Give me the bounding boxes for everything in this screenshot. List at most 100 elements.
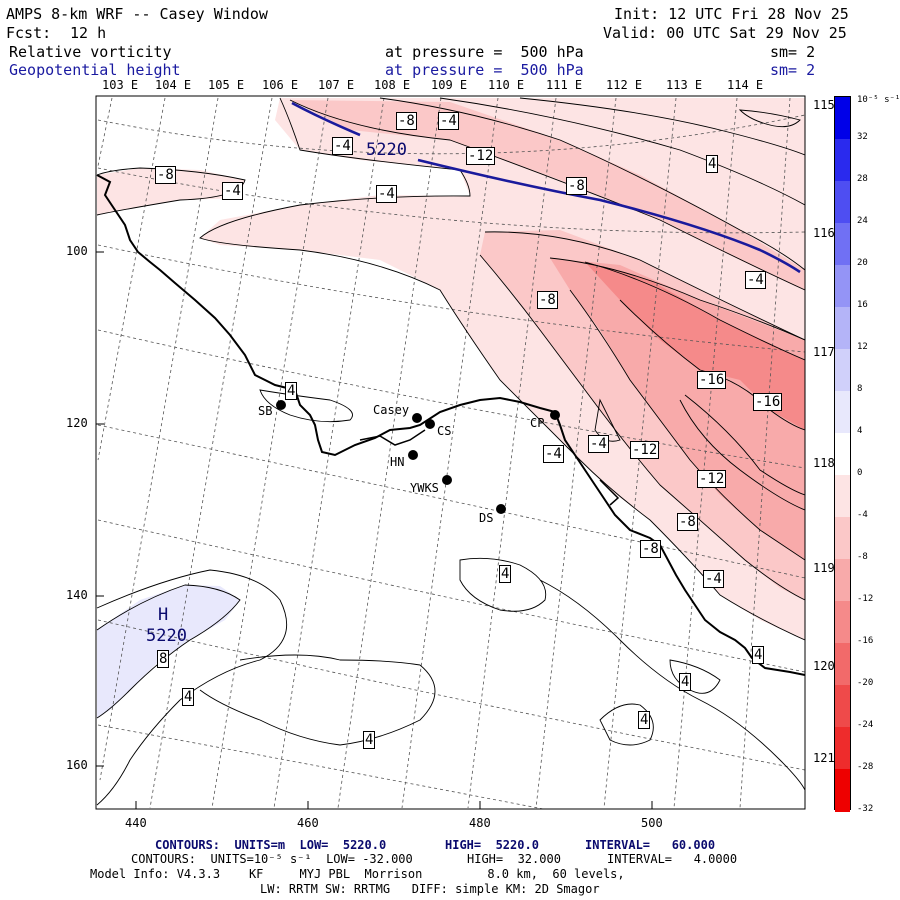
contour-label: -12 — [630, 441, 660, 459]
lon-label-top: 107 E — [318, 78, 355, 92]
colorbar-segment — [835, 517, 850, 560]
contour-label: -4 — [745, 271, 766, 289]
footer-height-interval: INTERVAL= 60.000 — [585, 838, 716, 852]
lon-label-top: 103 E — [102, 78, 139, 92]
station-label: CP — [530, 416, 545, 430]
colorbar-label: -32 — [857, 804, 874, 814]
colorbar — [834, 96, 851, 812]
vorticity-contours — [96, 97, 805, 806]
contour-label: -16 — [753, 393, 783, 411]
lon-label-top: 106 E — [262, 78, 299, 92]
station-label: SB — [258, 404, 273, 418]
contour-label: 4 — [752, 646, 765, 664]
colorbar-segment — [835, 307, 850, 350]
colorbar-segment — [835, 97, 850, 140]
colorbar-label: -16 — [857, 636, 874, 646]
contour-label: 4 — [363, 731, 376, 749]
colorbar-label: -20 — [857, 678, 874, 688]
lon-label-top: 104 E — [155, 78, 192, 92]
field2-level: at pressure = 500 hPa — [385, 61, 584, 79]
axis-ticks — [96, 251, 653, 809]
colorbar-label: -24 — [857, 720, 874, 730]
vorticity-shade-neg8 — [290, 100, 805, 290]
footer-height-high: HIGH= 5220.0 — [445, 838, 539, 852]
colorbar-segment — [835, 139, 850, 182]
init-time: Init: 12 UTC Fri 28 Nov 25 — [614, 5, 849, 23]
field2-smoothing: sm= 2 — [770, 61, 816, 79]
contour-label: -4 — [376, 185, 397, 203]
contour-label: 4 — [638, 711, 651, 729]
vorticity-shade-neg4 — [97, 168, 245, 215]
coastline — [359, 429, 426, 446]
forecast-label: Fcst: — [6, 24, 52, 42]
contour-label: 4 — [679, 673, 692, 691]
colorbar-segment — [835, 601, 850, 644]
high-marker: H — [158, 605, 169, 625]
colorbar-label: 4 — [857, 426, 863, 436]
vorticity-shade-neg4 — [200, 98, 805, 640]
contour-label: -8 — [155, 166, 176, 184]
colorbar-label: 8 — [857, 384, 863, 394]
colorbar-label: -8 — [857, 552, 868, 562]
colorbar-segment — [835, 265, 850, 308]
contour-label: -4 — [222, 182, 243, 200]
footer-vorticity-interval: INTERVAL= 4.0000 — [607, 852, 738, 866]
colorbar-label: -4 — [857, 510, 868, 520]
coastline — [96, 174, 805, 676]
colorbar-segment — [835, 475, 850, 518]
colorbar-segment — [835, 433, 850, 476]
lon-label-top: 111 E — [546, 78, 583, 92]
coastline — [599, 479, 620, 506]
contour-label: -12 — [697, 470, 727, 488]
station-markers — [276, 400, 560, 514]
contour-label: 4 — [499, 565, 512, 583]
contour-label: 4 — [182, 688, 195, 706]
vorticity-shade-neg16 — [585, 262, 805, 430]
footer-model-info: Model Info: V4.3.3 KF MYJ PBL Morrison 8… — [90, 867, 625, 881]
contour-label: -8 — [566, 177, 587, 195]
colorbar-segment — [835, 559, 850, 602]
colorbar-label: 12 — [857, 342, 868, 352]
colorbar-segment — [835, 181, 850, 224]
x-tick-label: 460 — [297, 816, 319, 830]
contour-label: -12 — [466, 147, 496, 165]
x-tick-label: 480 — [469, 816, 491, 830]
station-label: HN — [390, 455, 405, 469]
colorbar-segment — [835, 223, 850, 266]
contour-label: -4 — [543, 445, 564, 463]
contour-label: -8 — [640, 540, 661, 558]
y-tick-label: 100 — [66, 244, 88, 258]
y-tick-label: 160 — [66, 758, 88, 772]
contour-label: -8 — [396, 112, 417, 130]
height-label: 5220 — [366, 140, 407, 160]
contour-label: -4 — [703, 570, 724, 588]
field1-smoothing: sm= 2 — [770, 43, 816, 61]
lon-label-top: 105 E — [208, 78, 245, 92]
station-label: Casey — [373, 403, 410, 417]
contour-label: -4 — [588, 435, 609, 453]
footer-vorticity-high: HIGH= 32.000 — [467, 852, 561, 866]
height-label: 5220 — [146, 626, 187, 646]
colorbar-label: 0 — [857, 468, 863, 478]
station-label: DS — [479, 511, 494, 525]
lon-label-top: 113 E — [666, 78, 703, 92]
colorbar-units: 10⁻⁵ s⁻¹ — [857, 95, 900, 105]
colorbar-label: 20 — [857, 258, 868, 268]
contour-label: -4 — [438, 112, 459, 130]
plot-frame — [95, 95, 806, 810]
valid-time: Valid: 00 UTC Sat 29 Nov 25 — [603, 24, 847, 42]
footer-height-contours: CONTOURS: UNITS=m LOW= 5220.0 — [155, 838, 387, 852]
contour-label: -8 — [677, 513, 698, 531]
colorbar-segment — [835, 349, 850, 392]
lon-label-top: 114 E — [727, 78, 764, 92]
colorbar-label: 24 — [857, 216, 868, 226]
colorbar-label: -28 — [857, 762, 874, 772]
station-label: YWKS — [410, 481, 439, 495]
colorbar-label: 32 — [857, 132, 868, 142]
x-tick-label: 440 — [125, 816, 147, 830]
contour-label: -8 — [537, 291, 558, 309]
lon-label-top: 109 E — [431, 78, 468, 92]
colorbar-label: 16 — [857, 300, 868, 310]
map-title: AMPS 8-km WRF -- Casey Window — [6, 5, 268, 23]
field2-name: Geopotential height — [9, 61, 181, 79]
